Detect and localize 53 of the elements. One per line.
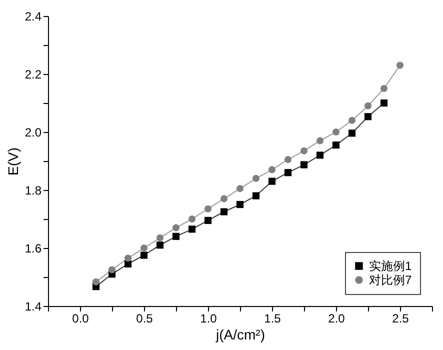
point (188, 215, 196, 223)
legend-label: 实施例1 (369, 259, 412, 273)
point (252, 192, 260, 200)
y-tick-label: 2.2 (24, 68, 42, 82)
point (268, 178, 276, 185)
point (140, 252, 148, 259)
point (268, 166, 276, 174)
point (300, 161, 308, 168)
point (332, 128, 340, 136)
point (332, 142, 340, 149)
point (204, 205, 212, 212)
point (396, 62, 404, 69)
y-tick-label: 1.6 (24, 242, 42, 256)
x-tick-label: 1.0 (200, 312, 218, 326)
x-tick-label: 0.0 (72, 312, 90, 326)
point (300, 147, 308, 154)
point (172, 232, 180, 240)
y-tick-label: 1.8 (24, 184, 42, 198)
point (108, 266, 116, 274)
x-tick-label: 2.5 (392, 312, 410, 326)
point (252, 174, 260, 182)
point (284, 169, 292, 176)
point (140, 244, 148, 252)
point (316, 152, 324, 159)
point (348, 130, 356, 137)
point (380, 99, 388, 107)
x-tick-label: 1.5 (264, 312, 282, 326)
point (188, 226, 196, 233)
legend-label: 对比例7 (369, 273, 412, 287)
point (284, 156, 292, 164)
point (348, 116, 356, 124)
point (124, 254, 132, 262)
point (156, 242, 164, 249)
point (236, 200, 244, 208)
y-axis-title: E(V) (4, 148, 21, 176)
point (92, 278, 100, 286)
point (204, 216, 212, 224)
point (124, 260, 132, 268)
point (316, 137, 324, 144)
y-tick-label: 1.4 (24, 300, 42, 314)
point (220, 208, 228, 216)
y-tick-label: 2.0 (24, 126, 42, 140)
point (172, 224, 180, 232)
y-tick-label: 2.4 (24, 10, 42, 24)
x-tick-label: 0.5 (136, 312, 154, 326)
point (156, 234, 164, 242)
point (364, 102, 372, 110)
point (364, 113, 372, 120)
x-tick-label: 2.0 (328, 312, 346, 326)
point (220, 195, 228, 202)
x-axis-title: j(A/cm²) (215, 326, 265, 342)
point (380, 84, 388, 92)
point (236, 185, 244, 192)
